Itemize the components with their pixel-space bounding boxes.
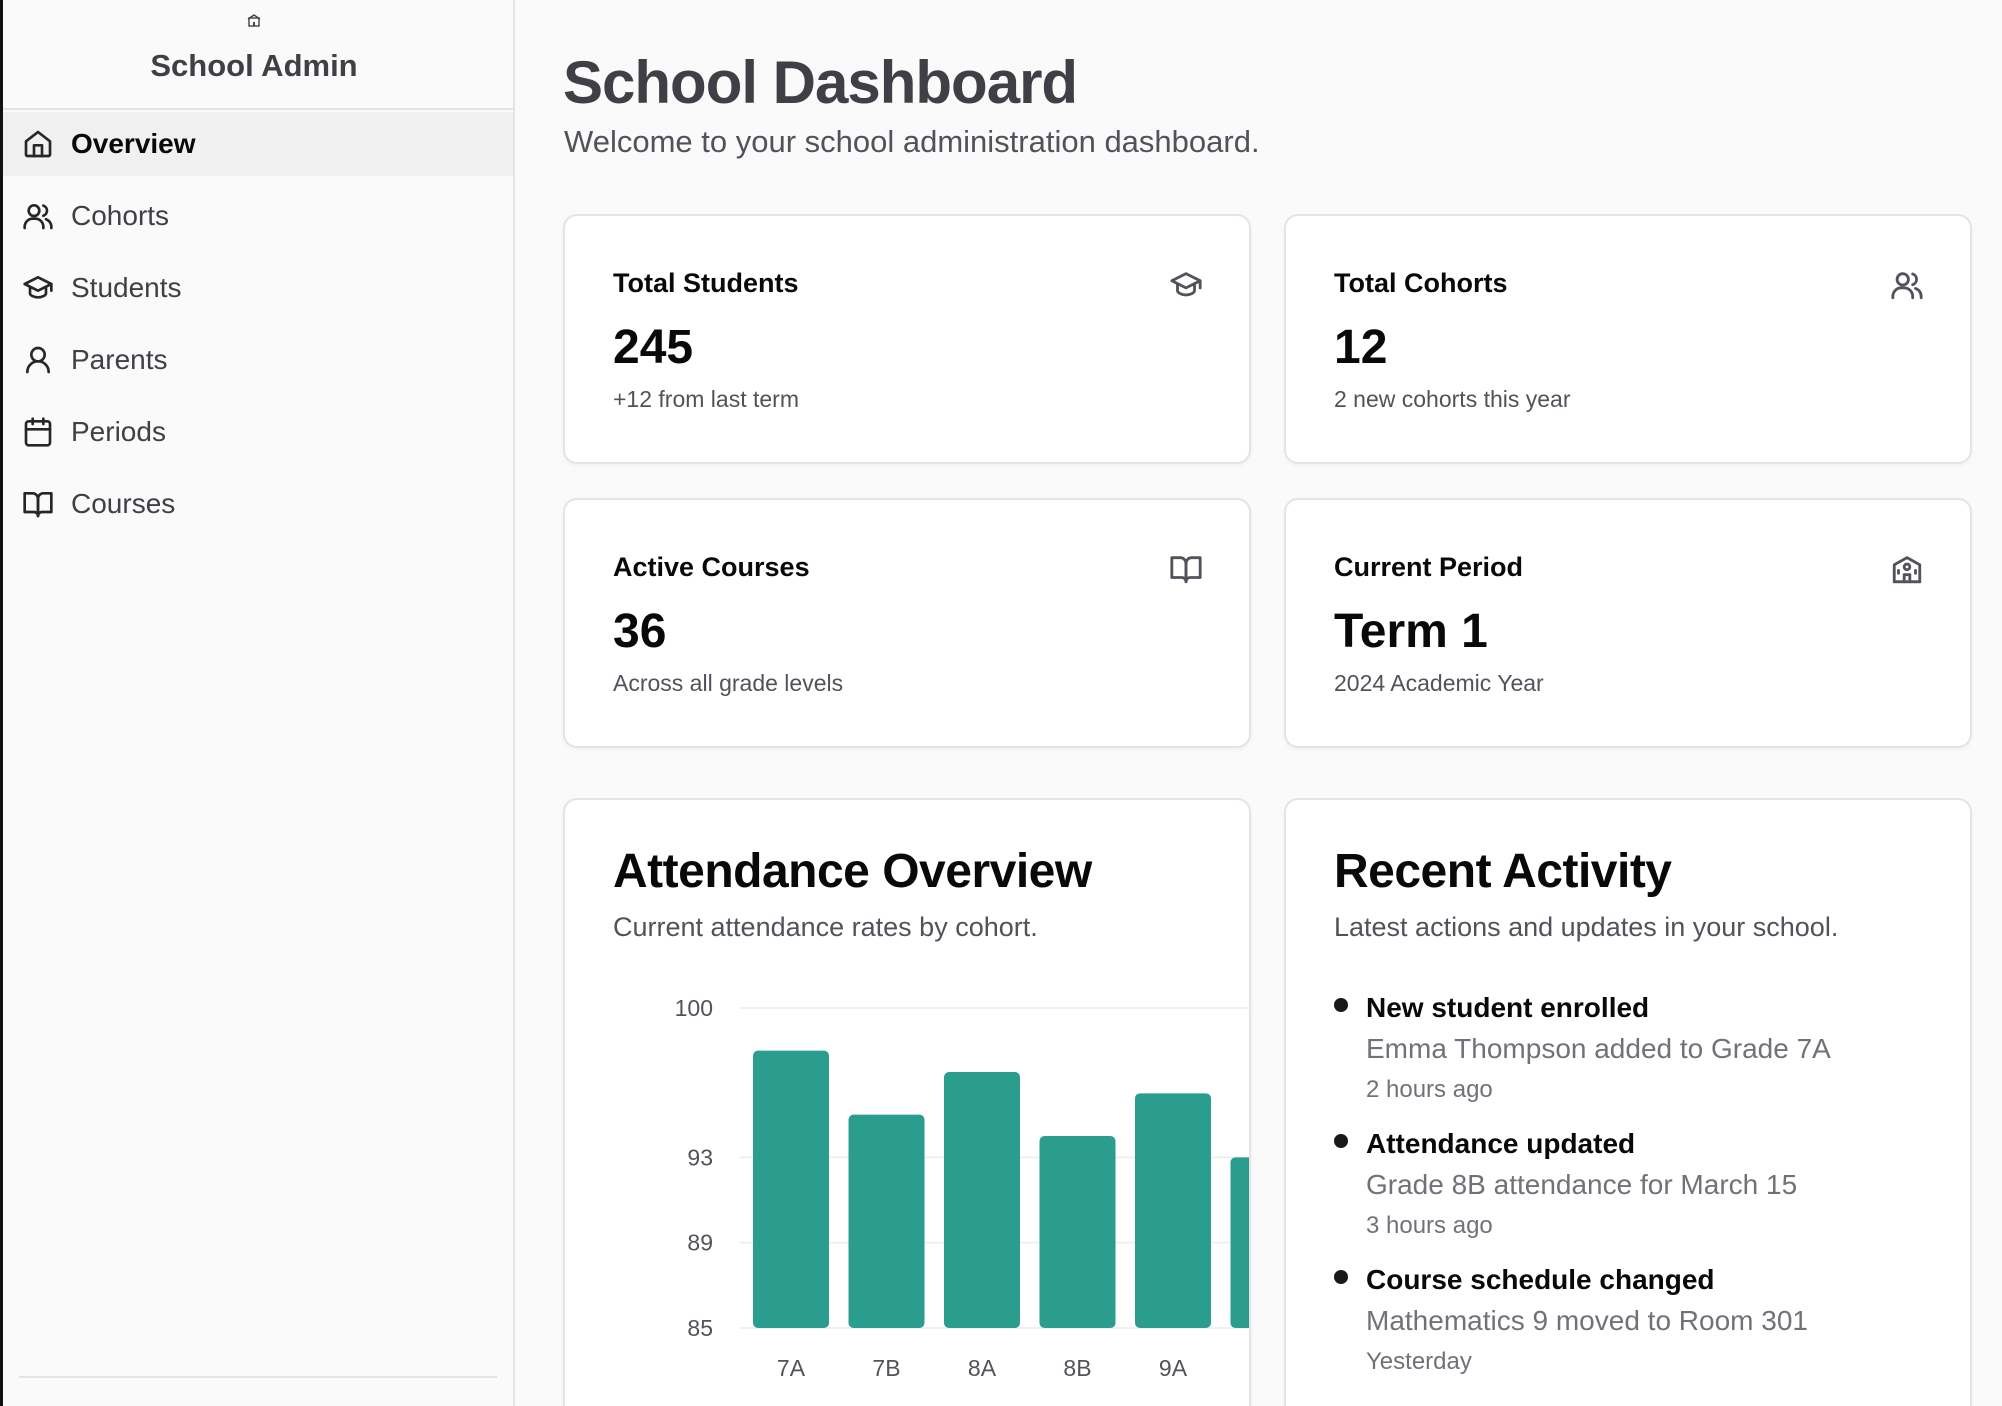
sidebar-item-overview[interactable]: Overview [3,112,513,176]
sidebar-item-cohorts[interactable]: Cohorts [3,184,513,248]
graduation-cap-icon [1169,268,1203,302]
activity-item[interactable]: Attendance updated Grade 8B attendance f… [1334,1124,1940,1246]
stat-label: Total Cohorts [1334,268,1508,298]
sidebar-item-label: Overview [71,128,196,159]
y-tick-label: 89 [687,1230,713,1256]
bar-9a[interactable] [1135,1093,1211,1328]
stat-card-current-period: Current Period Term 1 2024 Academic Year [1284,498,1972,748]
bullet-dot-icon [1334,1134,1348,1148]
sidebar-footer-divider [19,1376,497,1378]
y-tick-label: 93 [687,1144,713,1170]
bar-9b[interactable] [1230,1157,1252,1328]
x-tick-label: 8A [968,1355,997,1381]
stat-value: 36 [613,605,667,658]
users-icon [21,199,55,233]
activity-time: 3 hours ago [1366,1212,1493,1239]
stat-card-active-courses: Active Courses 36 Across all grade level… [563,498,1251,748]
bullet-dot-icon [1334,1270,1348,1284]
y-tick-label: 100 [675,995,713,1021]
bar-8a[interactable] [944,1072,1020,1328]
page-title: School Dashboard [563,49,1078,116]
home-icon [21,127,55,161]
x-tick-label: 7A [777,1355,806,1381]
stat-note: 2 new cohorts this year [1334,386,1571,412]
sidebar-item-parents[interactable]: Parents [3,328,513,392]
sidebar-nav: Overview Cohorts Students Parents Period… [3,110,513,536]
x-tick-label: 8B [1063,1355,1091,1381]
card-subtitle: Latest actions and updates in your schoo… [1334,912,1839,942]
book-open-icon [21,487,55,521]
sidebar-item-label: Periods [71,416,166,447]
card-title: Recent Activity [1334,845,1672,898]
activity-list: New student enrolled Emma Thompson added… [1334,988,1940,1396]
sidebar-item-label: Students [71,272,182,303]
recent-activity-card: Recent Activity Latest actions and updat… [1284,798,1972,1406]
y-tick-label: 85 [687,1315,713,1341]
stat-label: Active Courses [613,552,810,582]
sidebar-title: School Admin [150,48,358,83]
calendar-icon [21,415,55,449]
sidebar-item-label: Cohorts [71,200,170,231]
activity-item[interactable]: Course schedule changed Mathematics 9 mo… [1334,1260,1940,1382]
sidebar-item-students[interactable]: Students [3,256,513,320]
stat-note: +12 from last term [613,386,799,412]
stat-label: Total Students [613,268,799,298]
card-subtitle: Current attendance rates by cohort. [613,912,1038,942]
sidebar-item-courses[interactable]: Courses [3,472,513,536]
bar-8b[interactable] [1039,1136,1116,1328]
bar-7a[interactable] [753,1050,829,1328]
stat-note: 2024 Academic Year [1334,670,1544,696]
activity-detail: Mathematics 9 moved to Room 301 [1366,1305,1808,1336]
page-subtitle: Welcome to your school administration da… [564,124,1260,159]
card-title: Attendance Overview [613,845,1092,898]
activity-time: 2 hours ago [1366,1076,1493,1103]
stat-card-total-students: Total Students 245 +12 from last term [563,214,1251,464]
users-icon [1890,268,1924,302]
sidebar-item-label: Courses [71,488,176,519]
activity-item[interactable]: New student enrolled Emma Thompson added… [1334,988,1940,1110]
activity-detail: Emma Thompson added to Grade 7A [1366,1033,1831,1064]
sidebar: School Admin Overview Cohorts Students P… [0,0,515,1406]
stat-value: 12 [1334,321,1388,374]
school-icon [1890,552,1924,586]
school-logo-icon [247,14,261,27]
sidebar-item-periods[interactable]: Periods [3,400,513,464]
book-open-icon [1169,552,1203,586]
sidebar-item-label: Parents [71,344,168,375]
stat-value: Term 1 [1334,605,1488,658]
stat-value: 245 [613,321,694,374]
stat-note: Across all grade levels [613,670,844,696]
x-tick-label: 7B [872,1355,900,1381]
bar-7b[interactable] [848,1114,925,1328]
activity-title: Course schedule changed [1366,1264,1715,1295]
stat-card-total-cohorts: Total Cohorts 12 2 new cohorts this year [1284,214,1972,464]
attendance-overview-card: Attendance Overview Current attendance r… [563,798,1251,1406]
stat-label: Current Period [1334,552,1524,582]
user-icon [21,343,55,377]
activity-title: Attendance updated [1366,1128,1636,1159]
activity-detail: Grade 8B attendance for March 15 [1366,1169,1798,1200]
main-content: School Dashboard Welcome to your school … [517,0,2002,1406]
attendance-bar-chart: 8589931007A7B8A8B9A9B [675,995,1252,1381]
graduation-cap-icon [21,271,55,305]
x-tick-label: 9A [1159,1355,1188,1381]
activity-time: Yesterday [1366,1348,1472,1375]
activity-title: New student enrolled [1366,992,1650,1023]
sidebar-header: School Admin [3,0,513,110]
bullet-dot-icon [1334,998,1348,1012]
